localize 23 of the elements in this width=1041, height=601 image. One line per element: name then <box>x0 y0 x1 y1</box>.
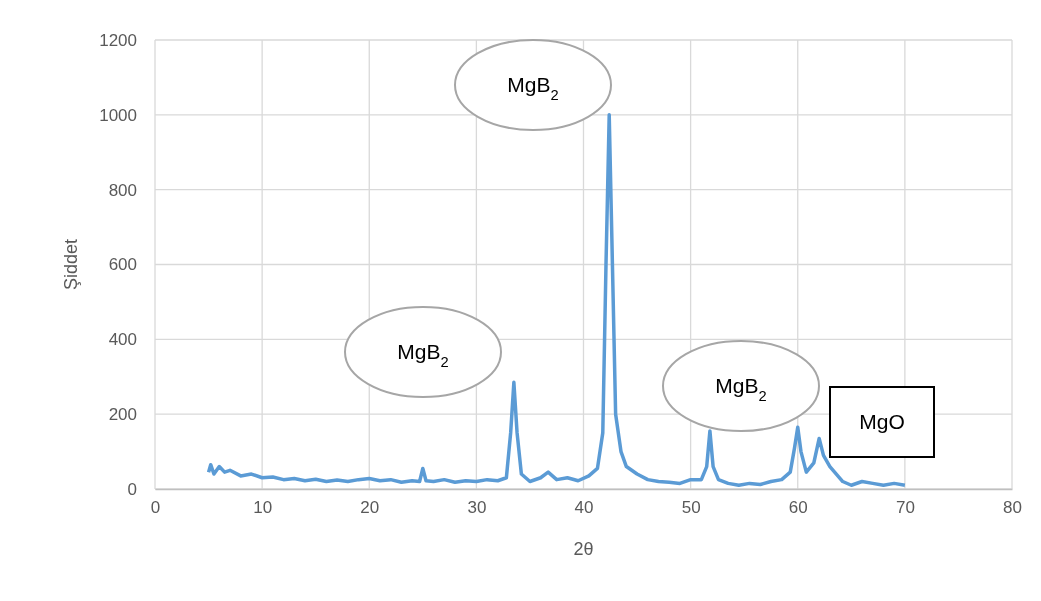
x-axis-title: 2θ <box>573 539 594 559</box>
annotation: MgB$_{2}$ <box>715 374 767 404</box>
y-axis-title: Şiddet <box>61 238 81 291</box>
x-tick-label: 30 <box>467 498 487 518</box>
y-tick-label: 400 <box>108 330 137 350</box>
x-tick-label: 0 <box>150 498 161 518</box>
annotation: MgB$_{2}$ <box>397 340 449 370</box>
line-series <box>206 113 907 488</box>
x-tick-label: 60 <box>788 498 808 518</box>
x-tick-label: 70 <box>895 498 915 518</box>
x-tick-label: 80 <box>1003 498 1022 518</box>
annotation: MgO <box>859 410 905 433</box>
x-tick-label: 40 <box>574 498 594 518</box>
annotation: MgB$_{2}$ <box>507 73 559 103</box>
y-tick-label: 800 <box>108 180 137 200</box>
x-tick-label: 20 <box>360 498 380 518</box>
y-tick-label: 1200 <box>99 30 137 50</box>
y-tick-label: 200 <box>108 405 137 425</box>
y-tick-label: 0 <box>127 479 137 499</box>
x-tick-label: 10 <box>253 498 273 518</box>
y-tick-label: 1000 <box>99 105 137 125</box>
y-tick-label: 600 <box>108 255 137 275</box>
x-tick-label: 50 <box>681 498 701 518</box>
